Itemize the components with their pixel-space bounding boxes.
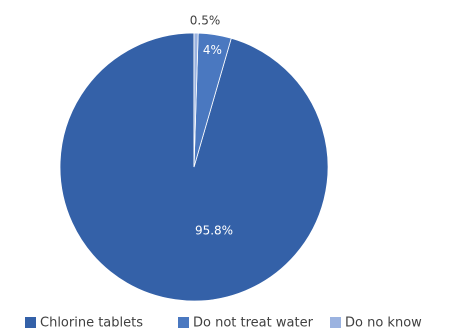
legend-label-chlorine-tablets: Chlorine tablets (40, 316, 143, 331)
legend-label-do-no-know: Do no know (345, 316, 422, 331)
legend-swatch-do-no-know (330, 317, 341, 328)
legend-swatch-do-not-treat-water (178, 317, 189, 328)
data-labels: 95.8% 4% 0.5% (190, 14, 233, 238)
legend-item-do-not-treat-water: Do not treat water (178, 316, 314, 331)
legend-label-do-not-treat-water: Do not treat water (193, 316, 314, 331)
legend-swatch-chlorine-tablets (25, 317, 36, 328)
data-label-do-not-treat-water: 4% (203, 43, 222, 57)
pie-slice-do-no-know (193, 32, 199, 168)
pie-slices (59, 32, 329, 302)
legend: Chlorine tablets Do not treat water Do no … (25, 316, 422, 331)
data-label-do-no-know: 0.5% (190, 14, 221, 28)
data-label-chlorine-tablets: 95.8% (195, 224, 233, 238)
legend-item-chlorine-tablets: Chlorine tablets (25, 316, 143, 331)
legend-item-do-no-know: Do no know (330, 316, 422, 331)
